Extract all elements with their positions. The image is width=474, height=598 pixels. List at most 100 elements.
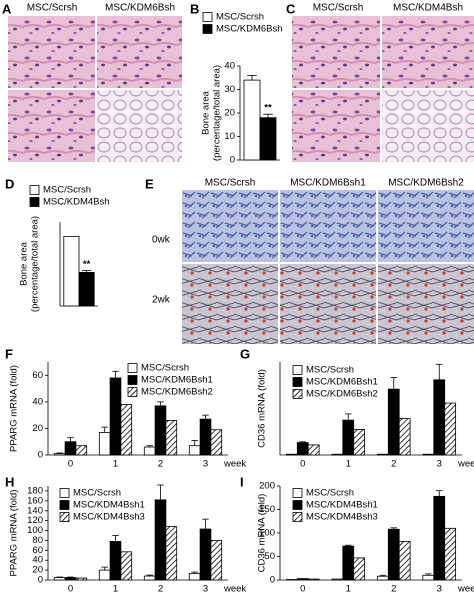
micrograph	[8, 90, 95, 162]
y-tick-label: 0	[270, 575, 275, 586]
y-tick-label: 40	[32, 396, 43, 407]
x-tick-label: 0	[300, 584, 305, 595]
x-tick-label: 1	[113, 584, 118, 595]
bar	[154, 499, 167, 581]
y-axis-label: CD36 mRNA (fold)	[257, 494, 268, 573]
x-tick-label: 3	[203, 584, 208, 595]
error-bar	[112, 370, 119, 378]
error-bar	[112, 535, 119, 542]
y-tick-label: 20	[32, 423, 43, 434]
error-bar	[263, 113, 273, 118]
legend-label: MSC/KDM4Bsh	[43, 197, 110, 208]
y-tick-label: 30	[224, 84, 235, 95]
y-axis-label: CD36 mRNA (fold)	[257, 369, 268, 448]
bar	[63, 235, 80, 307]
x-axis-label: week	[223, 459, 246, 470]
bar	[353, 429, 366, 456]
bar	[296, 578, 309, 581]
legend-label: MSC/KDM6Bsh1	[306, 377, 378, 388]
x-tick-label: 2	[158, 459, 163, 470]
x-tick-label: 3	[437, 584, 442, 595]
bar	[331, 453, 344, 456]
error-bar	[191, 439, 198, 446]
legend-swatch	[127, 363, 138, 373]
y-axis-label: PPARG mRNA (fold)	[9, 365, 20, 452]
y-axis-label: (percentage/total area)	[212, 65, 223, 161]
bar	[64, 577, 77, 581]
bar	[120, 551, 133, 581]
bar	[307, 578, 320, 581]
error-bar	[202, 414, 209, 420]
y-tick-label: 0	[38, 575, 43, 586]
micrograph	[8, 16, 95, 88]
bar	[444, 527, 457, 581]
panel-letter: D	[5, 176, 14, 191]
legend-swatch	[29, 185, 40, 195]
column-label: MSC/Scrsh	[27, 3, 78, 14]
legend-label: MSC/KDM6Bsh2	[141, 387, 213, 398]
error-bar	[435, 363, 443, 380]
column-label: MSC/Scrsh	[313, 3, 364, 14]
micrograph	[378, 264, 474, 344]
legend-label: MSC/Scrsh	[43, 185, 91, 196]
x-axis-label: week	[457, 459, 474, 470]
bar	[353, 557, 366, 581]
row-label: 2wk	[152, 295, 171, 306]
bar	[210, 429, 223, 456]
y-tick-label: 160	[27, 495, 43, 506]
legend-label: MSC/KDM4Bsh3	[306, 512, 378, 523]
error-bar	[157, 484, 164, 500]
y-tick-label: 120	[27, 515, 43, 526]
bar	[120, 404, 133, 456]
error-bar	[344, 544, 352, 547]
y-tick-label: 60	[32, 545, 43, 556]
y-axis-label: (percentage/total area)	[30, 216, 41, 312]
x-tick-label: 3	[437, 459, 442, 470]
y-tick-label: 140	[27, 505, 43, 516]
error-bar	[191, 571, 198, 574]
panel-letter: E	[145, 176, 154, 191]
column-label: MSC/KDM6Bsh1	[290, 178, 366, 189]
y-tick-label: 10	[224, 131, 235, 142]
bar	[165, 526, 178, 581]
x-tick-label: 3	[203, 459, 208, 470]
bar	[109, 377, 122, 456]
legend-label: MSC/KDM4Bsh1	[73, 500, 145, 511]
legend-swatch	[59, 512, 70, 522]
bar	[433, 495, 446, 581]
bar	[199, 528, 212, 581]
error-bar	[82, 270, 92, 273]
panel-a: A MSC/Scrsh MSC/KDM6Bsh	[2, 1, 182, 162]
panel-letter: G	[240, 346, 250, 361]
bar	[188, 445, 201, 456]
bar	[78, 271, 95, 307]
bar	[98, 569, 111, 581]
x-tick-label: 0	[68, 584, 73, 595]
legend-swatch	[202, 24, 213, 34]
micrograph	[292, 16, 380, 88]
error-bar	[344, 413, 352, 421]
bar	[259, 117, 277, 161]
bar	[422, 453, 435, 456]
micrograph	[280, 264, 376, 344]
y-tick-label: 20	[224, 108, 235, 119]
y-tick-label: 0	[38, 450, 43, 461]
error-bar	[390, 377, 398, 390]
legend-label: MSC/Scrsh	[306, 488, 354, 499]
y-tick-label: 150	[259, 504, 275, 515]
y-tick-label: 60	[32, 370, 43, 381]
x-tick-label: 2	[391, 584, 396, 595]
micrograph	[292, 90, 380, 162]
bar	[109, 541, 122, 581]
y-tick-label: 200	[259, 481, 275, 492]
legend-label: MSC/KDM6Bsh2	[306, 389, 378, 400]
legend-label: MSC/KDM4Bsh3	[73, 512, 145, 523]
error-bar	[299, 441, 307, 443]
micrograph	[182, 190, 278, 262]
bar	[165, 420, 178, 456]
y-tick-label: 40	[32, 555, 43, 566]
bar	[199, 418, 212, 456]
legend-swatch	[127, 375, 138, 385]
bar	[285, 453, 298, 456]
micrograph	[182, 264, 278, 344]
